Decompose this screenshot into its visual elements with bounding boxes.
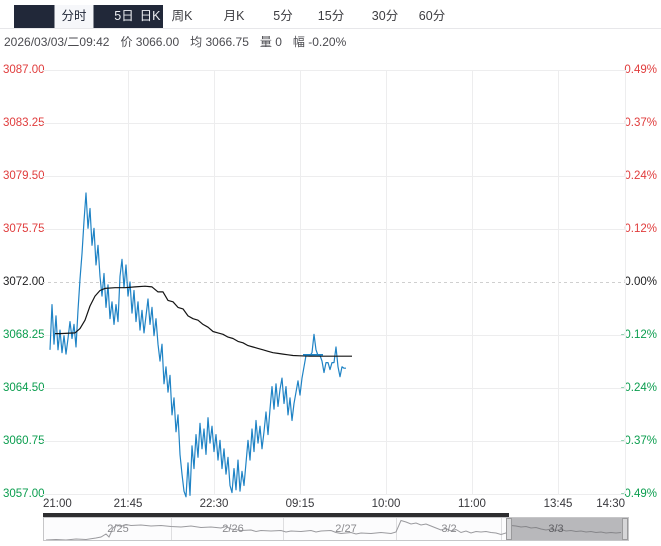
navigator-date-label: 2/27 bbox=[335, 523, 357, 535]
y-axis-percent-label: -0.12% bbox=[620, 329, 657, 341]
x-axis-time-label: 13:45 bbox=[543, 498, 573, 510]
price-line bbox=[49, 192, 346, 498]
navigator-day-separator bbox=[396, 518, 397, 540]
navigator-day-separator bbox=[283, 518, 284, 540]
x-axis-time-label: 14:30 bbox=[596, 498, 625, 510]
navigator-selection[interactable] bbox=[512, 518, 622, 540]
x-axis-time-label: 21:45 bbox=[113, 498, 143, 510]
navigator-day-separator bbox=[501, 518, 502, 540]
y-axis-price-label: 3068.25 bbox=[3, 329, 45, 341]
tab-5分[interactable]: 5分 bbox=[273, 9, 293, 23]
tab-月K[interactable]: 月K bbox=[223, 9, 245, 23]
navigator-date-label: 3/3 bbox=[548, 523, 564, 535]
y-axis-price-label: 3064.50 bbox=[3, 382, 45, 394]
navigator-mini-chart bbox=[45, 519, 622, 540]
navigator-date-label: 2/26 bbox=[222, 523, 244, 535]
tab-周K[interactable]: 周K bbox=[171, 9, 193, 23]
y-axis-price-label: 3087.00 bbox=[3, 64, 45, 76]
navigator-day-separator bbox=[171, 518, 172, 540]
quote-info-segment: 2026/03/03/二09:42 bbox=[4, 35, 110, 49]
y-axis-percent-label: 0.49% bbox=[624, 64, 657, 76]
x-axis-time-label: 22:30 bbox=[199, 498, 229, 510]
quote-info-segment: 均 3066.75 bbox=[190, 35, 249, 49]
x-axis-time-label: 21:00 bbox=[43, 498, 72, 510]
y-axis-price-label: 3072.00 bbox=[3, 276, 45, 288]
quote-info-segment: 量 0 bbox=[259, 35, 282, 49]
y-axis-price-label: 3075.75 bbox=[3, 223, 45, 235]
y-axis-percent-label: 0.37% bbox=[624, 117, 657, 129]
quote-info-segment: 价 3066.00 bbox=[120, 35, 180, 49]
navigator-date-label: 2/25 bbox=[107, 523, 129, 535]
navigator-date-label: 3/2 bbox=[441, 523, 457, 535]
y-axis-percent-label: 0.12% bbox=[624, 223, 657, 235]
chart-type-tabbar: 分时 5日 日K 周K 月K 5分 15分 30分 60分 bbox=[0, 5, 661, 28]
x-axis-time-label: 10:00 bbox=[371, 498, 401, 510]
tab-60分[interactable]: 60分 bbox=[418, 9, 446, 23]
y-axis-price-label: 3057.00 bbox=[3, 488, 45, 500]
y-axis-percent-label: -0.37% bbox=[620, 435, 657, 447]
y-axis-percent-label: -0.24% bbox=[620, 382, 657, 394]
y-axis-price-label: 3083.25 bbox=[3, 117, 45, 129]
y-axis-price-label: 3060.75 bbox=[3, 435, 45, 447]
quote-info-bar: 2026/03/03/二09:42 价 3066.00 均 3066.75 量 0 幅 … bbox=[4, 33, 357, 49]
y-axis-price-label: 3079.50 bbox=[3, 170, 45, 182]
tabbar-underline bbox=[0, 28, 661, 29]
y-axis-percent-label: 0.24% bbox=[624, 170, 657, 182]
navigator-scrollbar[interactable] bbox=[43, 513, 509, 518]
average-line bbox=[55, 285, 352, 357]
navigator-mini-line bbox=[45, 519, 622, 540]
tab-5日[interactable]: 5日 bbox=[114, 9, 134, 23]
tab-日K[interactable]: 日K bbox=[139, 9, 161, 23]
tab-分时[interactable]: 分时 bbox=[54, 5, 94, 28]
tab-15分[interactable]: 15分 bbox=[317, 9, 345, 23]
x-axis-time-label: 11:00 bbox=[458, 498, 486, 510]
x-axis-time-label: 09:15 bbox=[285, 498, 315, 510]
y-axis-percent-label: -0.49% bbox=[620, 488, 657, 500]
tab-30分[interactable]: 30分 bbox=[371, 9, 399, 23]
y-axis-percent-label: 0.00% bbox=[624, 276, 657, 288]
price-plot[interactable] bbox=[42, 70, 626, 516]
navigator-box[interactable]: 2/25 2/26 2/27 3/2 3/3 bbox=[43, 517, 629, 541]
navigator-selection-handle-left[interactable] bbox=[506, 518, 512, 540]
navigator-selection-handle-right[interactable] bbox=[622, 518, 628, 540]
quote-info-segment: 幅 -0.20% bbox=[292, 35, 347, 49]
